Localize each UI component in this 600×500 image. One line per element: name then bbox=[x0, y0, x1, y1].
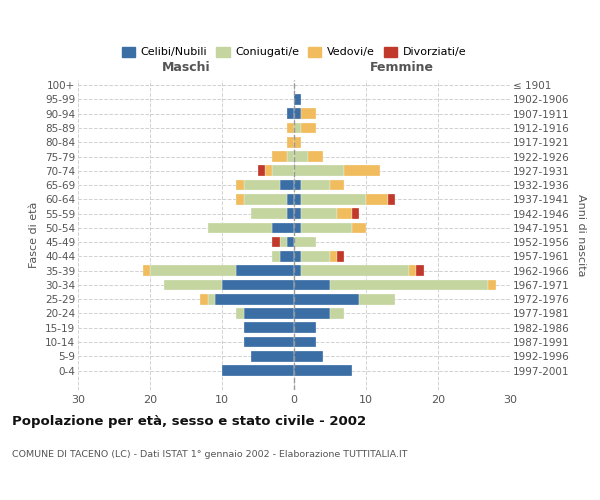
Bar bbox=[294, 151, 308, 162]
Bar bbox=[294, 322, 316, 333]
Y-axis label: Fasce di età: Fasce di età bbox=[29, 202, 40, 268]
Bar bbox=[244, 336, 294, 347]
Bar bbox=[294, 94, 301, 105]
Bar bbox=[272, 237, 280, 248]
Bar bbox=[294, 251, 301, 262]
Bar bbox=[352, 208, 359, 219]
Bar bbox=[272, 166, 294, 176]
Bar bbox=[294, 208, 301, 219]
Bar bbox=[301, 180, 330, 190]
Bar bbox=[244, 194, 287, 204]
Bar bbox=[330, 251, 337, 262]
Bar bbox=[337, 208, 352, 219]
Bar bbox=[301, 194, 366, 204]
Bar bbox=[294, 351, 323, 362]
Bar bbox=[294, 280, 330, 290]
Bar bbox=[280, 237, 287, 248]
Bar bbox=[294, 237, 316, 248]
Bar bbox=[287, 108, 294, 119]
Bar bbox=[294, 222, 301, 233]
Bar bbox=[294, 308, 330, 319]
Bar bbox=[287, 237, 294, 248]
Bar bbox=[301, 251, 330, 262]
Bar bbox=[308, 151, 323, 162]
Bar bbox=[330, 308, 344, 319]
Bar bbox=[294, 194, 301, 204]
Bar bbox=[272, 151, 287, 162]
Bar bbox=[294, 266, 301, 276]
Bar bbox=[287, 151, 294, 162]
Bar bbox=[366, 194, 388, 204]
Bar bbox=[294, 336, 316, 347]
Bar bbox=[222, 365, 294, 376]
Bar bbox=[294, 180, 301, 190]
Bar bbox=[244, 322, 294, 333]
Bar bbox=[280, 180, 294, 190]
Bar bbox=[222, 280, 294, 290]
Bar bbox=[251, 208, 287, 219]
Legend: Celibi/Nubili, Coniugati/e, Vedovi/e, Divorziati/e: Celibi/Nubili, Coniugati/e, Vedovi/e, Di… bbox=[118, 42, 470, 62]
Bar bbox=[344, 166, 380, 176]
Bar bbox=[301, 122, 316, 134]
Bar bbox=[301, 208, 337, 219]
Bar bbox=[294, 294, 359, 304]
Bar bbox=[330, 280, 488, 290]
Bar bbox=[244, 308, 294, 319]
Bar bbox=[251, 351, 294, 362]
Text: Maschi: Maschi bbox=[161, 61, 211, 74]
Bar bbox=[287, 137, 294, 147]
Bar bbox=[294, 108, 301, 119]
Bar bbox=[215, 294, 294, 304]
Bar bbox=[164, 280, 222, 290]
Bar bbox=[280, 251, 294, 262]
Bar bbox=[272, 222, 294, 233]
Bar bbox=[416, 266, 424, 276]
Bar bbox=[150, 266, 236, 276]
Text: COMUNE DI TACENO (LC) - Dati ISTAT 1° gennaio 2002 - Elaborazione TUTTITALIA.IT: COMUNE DI TACENO (LC) - Dati ISTAT 1° ge… bbox=[12, 450, 407, 459]
Bar bbox=[337, 251, 344, 262]
Bar bbox=[488, 280, 496, 290]
Bar bbox=[294, 166, 344, 176]
Bar bbox=[352, 222, 366, 233]
Bar bbox=[287, 194, 294, 204]
Bar bbox=[388, 194, 395, 204]
Bar bbox=[294, 122, 301, 134]
Bar bbox=[258, 166, 265, 176]
Bar bbox=[294, 365, 352, 376]
Bar bbox=[265, 166, 272, 176]
Bar bbox=[301, 108, 316, 119]
Bar bbox=[244, 180, 280, 190]
Bar bbox=[272, 251, 280, 262]
Bar bbox=[236, 266, 294, 276]
Text: Femmine: Femmine bbox=[370, 61, 434, 74]
Bar bbox=[301, 266, 409, 276]
Text: Popolazione per età, sesso e stato civile - 2002: Popolazione per età, sesso e stato civil… bbox=[12, 415, 366, 428]
Bar bbox=[409, 266, 416, 276]
Bar bbox=[200, 294, 208, 304]
Bar bbox=[287, 122, 294, 134]
Bar bbox=[208, 294, 215, 304]
Bar bbox=[287, 208, 294, 219]
Y-axis label: Anni di nascita: Anni di nascita bbox=[576, 194, 586, 276]
Bar bbox=[330, 180, 344, 190]
Bar bbox=[236, 194, 244, 204]
Bar bbox=[301, 222, 352, 233]
Bar bbox=[143, 266, 150, 276]
Bar bbox=[236, 308, 244, 319]
Bar bbox=[359, 294, 395, 304]
Bar bbox=[294, 137, 301, 147]
Bar bbox=[208, 222, 272, 233]
Bar bbox=[236, 180, 244, 190]
